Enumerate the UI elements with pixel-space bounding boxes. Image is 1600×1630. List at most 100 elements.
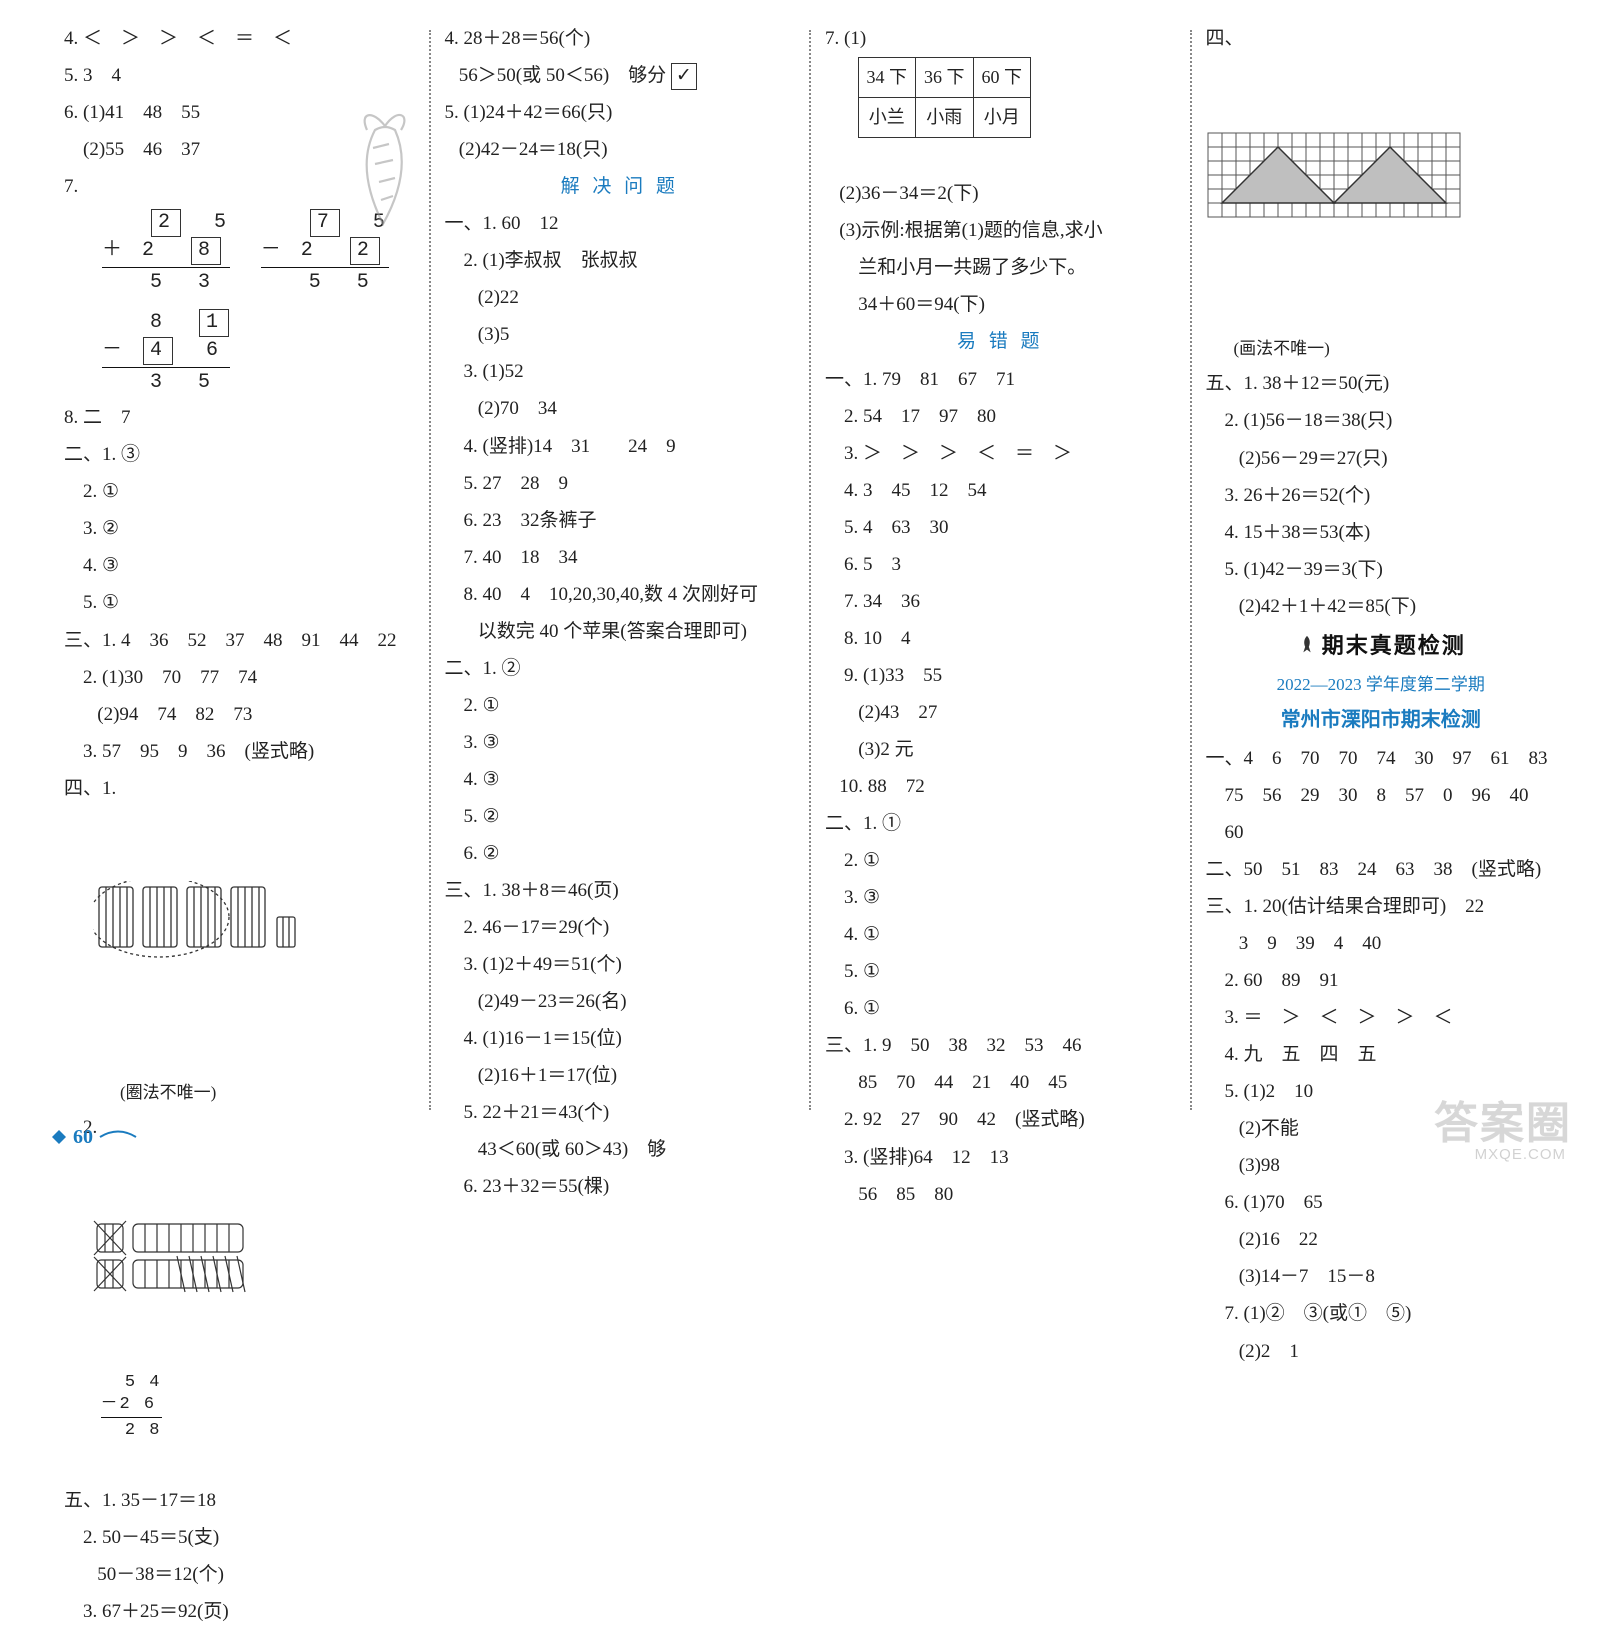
c2-s3-1: 三、1. 38＋8＝46(页) bbox=[445, 872, 796, 909]
c2-s2-2: 2. ① bbox=[445, 687, 796, 724]
c2-s3-5a: 5. 22＋21＝43(个) bbox=[445, 1094, 796, 1131]
c3-l7: 7. (1) 34 下36 下60 下 小兰小雨小月 bbox=[825, 20, 1176, 175]
c2-s3-3b: (2)49－23＝26(名) bbox=[445, 983, 796, 1020]
c4-s5-4: 4. 15＋38＝53(本) bbox=[1206, 514, 1557, 551]
c3-s1-9a: 9. (1)33 55 bbox=[825, 657, 1176, 694]
column-3: 7. (1) 34 下36 下60 下 小兰小雨小月 (2)36－34＝2(下)… bbox=[811, 20, 1190, 1145]
c4-s5-2b: (2)56－29＝27(只) bbox=[1206, 440, 1557, 477]
c2-s1-4: 4. (竖排)14 31 24 9 bbox=[445, 428, 796, 465]
c1-s5-2b: 50－38＝12(个) bbox=[64, 1556, 415, 1593]
c3-s3-1b: 85 70 44 21 40 45 bbox=[825, 1064, 1176, 1101]
c4-e1c: 60 bbox=[1206, 814, 1557, 851]
c2-s1-8b: 以数完 40 个苹果(答案合理即可) bbox=[445, 613, 796, 650]
c2-s1-1: 一、1. 60 12 bbox=[445, 205, 796, 242]
c3-s3-1a: 三、1. 9 50 38 32 53 46 bbox=[825, 1027, 1176, 1064]
c2-s1-2c: (3)5 bbox=[445, 316, 796, 353]
c2-s1-3b: (2)70 34 bbox=[445, 390, 796, 427]
c4-e3-7a: 7. (1)② ③(或① ⑤) bbox=[1206, 1295, 1557, 1332]
c3-l7e: 34＋60＝94(下) bbox=[825, 286, 1176, 323]
c1-s4-1: 四、1. bbox=[64, 770, 415, 1076]
c3-s1-9b: (2)43 27 bbox=[825, 694, 1176, 731]
watermark-main: 答案圈 bbox=[1434, 1087, 1572, 1151]
c1-s3-2a: 2. (1)30 70 77 74 bbox=[64, 659, 415, 696]
vmath-3: 8 1 － 4 6 3 5 bbox=[102, 309, 230, 395]
rocket-icon bbox=[1296, 628, 1318, 650]
c4-e3-2: 2. 60 89 91 bbox=[1206, 962, 1557, 999]
c1-s2-2: 2. ① bbox=[64, 473, 415, 510]
heading-problem-solving: 解 决 问 题 bbox=[445, 168, 796, 205]
c3-s1-6: 6. 5 3 bbox=[825, 546, 1176, 583]
c1-s3-1: 三、1. 4 36 52 37 48 91 44 22 bbox=[64, 622, 415, 659]
c3-s2-2: 2. ① bbox=[825, 842, 1176, 879]
c1-s5-2a: 2. 50－45＝5(支) bbox=[64, 1519, 415, 1556]
c2-s2-3: 3. ③ bbox=[445, 724, 796, 761]
vmath-4: 5 4 －2 6 2 8 bbox=[101, 1372, 162, 1441]
c4-e3-3: 3. ＝ ＞ ＜ ＞ ＞ ＜ bbox=[1206, 999, 1557, 1036]
c3-s1-8: 8. 10 4 bbox=[825, 620, 1176, 657]
c3-l7c: (3)示例:根据第(1)题的信息,求小 bbox=[825, 212, 1176, 249]
c3-s2-3: 3. ③ bbox=[825, 879, 1176, 916]
c2-s1-7: 7. 40 18 34 bbox=[445, 539, 796, 576]
c1-s3-2b: (2)94 74 82 73 bbox=[64, 696, 415, 733]
c2-s3-2: 2. 46－17＝29(个) bbox=[445, 909, 796, 946]
c1-s5-1: 五、1. 35－17＝18 bbox=[64, 1482, 415, 1519]
sticks-diagram-1 bbox=[93, 807, 313, 1039]
c2-s2-4: 4. ③ bbox=[445, 761, 796, 798]
c2-s3-5b: 43＜60(或 60＞43) 够 bbox=[445, 1131, 796, 1168]
c2-s3-3a: 3. (1)2＋49＝51(个) bbox=[445, 946, 796, 983]
c3-s1-9c: (3)2 元 bbox=[825, 731, 1176, 768]
c2-l5b: (2)42－24＝18(只) bbox=[445, 131, 796, 168]
checkmark-box: ✓ bbox=[671, 63, 697, 90]
c3-s1-10: 10. 88 72 bbox=[825, 768, 1176, 805]
page-number: 60 bbox=[50, 1126, 138, 1149]
c4-e3-6c: (3)14－7 15－8 bbox=[1206, 1258, 1557, 1295]
c4-s5-5b: (2)42＋1＋42＝85(下) bbox=[1206, 588, 1557, 625]
c4-e3-6b: (2)16 22 bbox=[1206, 1221, 1557, 1258]
c1-s4-2: 2. bbox=[64, 1109, 415, 1482]
c4-e3-7b: (2)2 1 bbox=[1206, 1333, 1557, 1370]
c1-l4: 4. ＜ ＞ ＞ ＜ ＝ ＜ bbox=[64, 20, 415, 57]
c3-s1-3: 3. ＞ ＞ ＞ ＜ ＝ ＞ bbox=[825, 435, 1176, 472]
column-2: 4. 28＋28＝56(个) 56＞50(或 50＜56) 够分 ✓ 5. (1… bbox=[431, 20, 810, 1145]
c3-s2-4: 4. ① bbox=[825, 916, 1176, 953]
c4-e1a: 一、4 6 70 70 74 30 97 61 83 bbox=[1206, 740, 1557, 777]
c4-s5-3: 3. 26＋26＝52(个) bbox=[1206, 477, 1557, 514]
c1-l8: 8. 二 7 bbox=[64, 399, 415, 436]
c1-s2-4: 4. ③ bbox=[64, 547, 415, 584]
watermark-sub: MXQE.COM bbox=[1475, 1146, 1566, 1163]
c2-s2-1: 二、1. ② bbox=[445, 650, 796, 687]
c3-s3-3b: 56 85 80 bbox=[825, 1176, 1176, 1213]
c2-s1-5: 5. 27 28 9 bbox=[445, 465, 796, 502]
c1-s4-1-note: (圈法不唯一) bbox=[64, 1076, 415, 1109]
table-q7: 34 下36 下60 下 小兰小雨小月 bbox=[858, 57, 1032, 138]
c2-s1-8a: 8. 40 4 10,20,30,40,数 4 次刚好可 bbox=[445, 576, 796, 613]
heading-school: 常州市溧阳市期末检测 bbox=[1206, 701, 1557, 740]
carrot-watermark-icon bbox=[340, 108, 430, 228]
c2-s1-3a: 3. (1)52 bbox=[445, 353, 796, 390]
c2-l4b: 56＞50(或 50＜56) 够分 ✓ bbox=[445, 57, 796, 94]
c4-s4: 四、 bbox=[1206, 20, 1557, 332]
c3-s2-1: 二、1. ① bbox=[825, 805, 1176, 842]
c3-l7b: (2)36－34＝2(下) bbox=[825, 175, 1176, 212]
c3-s1-4: 4. 3 45 12 54 bbox=[825, 472, 1176, 509]
heading-final-exam: 期末真题检测 bbox=[1206, 625, 1557, 668]
c4-e3b: 3 9 39 4 40 bbox=[1206, 925, 1557, 962]
c1-s5-3: 3. 67＋25＝92(页) bbox=[64, 1593, 415, 1630]
c4-s5-1: 五、1. 38＋12＝50(元) bbox=[1206, 365, 1557, 402]
c2-s1-2a: 2. (1)李叔叔 张叔叔 bbox=[445, 242, 796, 279]
c4-e3-6a: 6. (1)70 65 bbox=[1206, 1184, 1557, 1221]
c1-l5: 5. 3 4 bbox=[64, 57, 415, 94]
c4-e3a: 三、1. 20(估计结果合理即可) 22 bbox=[1206, 888, 1557, 925]
c2-l4a: 4. 28＋28＝56(个) bbox=[445, 20, 796, 57]
c3-s1-1: 一、1. 79 81 67 71 bbox=[825, 361, 1176, 398]
sticks-diagram-2 bbox=[93, 1146, 263, 1368]
c2-s3-4a: 4. (1)16－1＝15(位) bbox=[445, 1020, 796, 1057]
c2-s3-6: 6. 23＋32＝55(棵) bbox=[445, 1168, 796, 1205]
heading-easy-wrong: 易 错 题 bbox=[825, 323, 1176, 360]
c4-e3-4: 4. 九 五 四 五 bbox=[1206, 1036, 1557, 1073]
c1-s3-3: 3. 57 95 9 36 (竖式略) bbox=[64, 733, 415, 770]
c2-s2-6: 6. ② bbox=[445, 835, 796, 872]
c4-e2: 二、50 51 83 24 63 38 (竖式略) bbox=[1206, 851, 1557, 888]
c4-e1b: 75 56 29 30 8 57 0 96 40 bbox=[1206, 777, 1557, 814]
c4-s4-note: (画法不唯一) bbox=[1206, 332, 1557, 365]
